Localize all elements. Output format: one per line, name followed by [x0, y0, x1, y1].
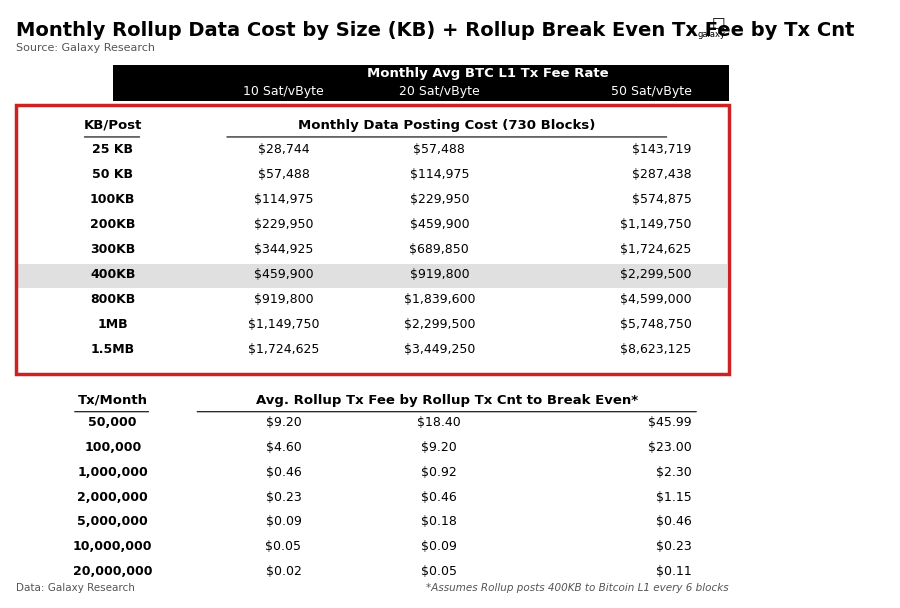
Text: $3,449,250: $3,449,250: [403, 344, 475, 356]
Text: $4,599,000: $4,599,000: [620, 293, 692, 306]
Text: $0.23: $0.23: [656, 540, 692, 553]
Text: $574,875: $574,875: [632, 193, 692, 206]
Text: 2,000,000: 2,000,000: [77, 491, 148, 503]
Text: $689,850: $689,850: [410, 243, 469, 256]
Text: $919,800: $919,800: [254, 293, 313, 306]
Text: $919,800: $919,800: [410, 268, 469, 281]
Text: 20,000,000: 20,000,000: [73, 565, 152, 578]
Text: $0.02: $0.02: [266, 565, 302, 578]
Text: 50 Sat/vByte: 50 Sat/vByte: [611, 85, 692, 98]
Text: 400KB: 400KB: [90, 268, 135, 281]
Text: $459,900: $459,900: [254, 268, 313, 281]
Text: $57,488: $57,488: [413, 142, 465, 156]
Text: 10,000,000: 10,000,000: [73, 540, 152, 553]
Text: $45.99: $45.99: [648, 416, 692, 429]
Text: Avg. Rollup Tx Fee by Rollup Tx Cnt to Break Even*: Avg. Rollup Tx Fee by Rollup Tx Cnt to B…: [256, 393, 638, 407]
Text: $1,149,750: $1,149,750: [620, 218, 692, 231]
Text: $2,299,500: $2,299,500: [403, 318, 475, 331]
Text: $0.09: $0.09: [266, 516, 302, 528]
FancyBboxPatch shape: [112, 65, 729, 102]
Text: $9.20: $9.20: [266, 416, 302, 429]
Text: Data: Galaxy Research: Data: Galaxy Research: [16, 583, 135, 593]
Text: 100,000: 100,000: [84, 441, 141, 454]
Text: 300KB: 300KB: [90, 243, 135, 256]
Text: $143,719: $143,719: [633, 142, 692, 156]
Text: $114,975: $114,975: [254, 193, 313, 206]
Text: $0.46: $0.46: [656, 516, 692, 528]
Text: $8,623,125: $8,623,125: [620, 344, 692, 356]
Text: Monthly Avg BTC L1 Tx Fee Rate: Monthly Avg BTC L1 Tx Fee Rate: [367, 67, 608, 80]
Text: $0.05: $0.05: [266, 540, 302, 553]
Text: 200KB: 200KB: [90, 218, 135, 231]
Text: 10 Sat/vByte: 10 Sat/vByte: [243, 85, 324, 98]
Text: $0.23: $0.23: [266, 491, 302, 503]
Text: galaxy: galaxy: [698, 30, 725, 40]
Text: $9.20: $9.20: [421, 441, 457, 454]
Text: 20 Sat/vByte: 20 Sat/vByte: [399, 85, 480, 98]
Text: $4.60: $4.60: [266, 441, 302, 454]
Text: $1,839,600: $1,839,600: [403, 293, 475, 306]
Text: Tx/Month: Tx/Month: [77, 393, 148, 407]
Text: ☐: ☐: [712, 16, 725, 32]
Text: 50,000: 50,000: [88, 416, 137, 429]
Text: 5,000,000: 5,000,000: [77, 516, 148, 528]
Text: 1MB: 1MB: [97, 318, 128, 331]
FancyBboxPatch shape: [19, 264, 726, 288]
Text: $344,925: $344,925: [254, 243, 313, 256]
Text: $459,900: $459,900: [410, 218, 469, 231]
Text: $0.46: $0.46: [421, 491, 457, 503]
Text: $1,724,625: $1,724,625: [620, 243, 692, 256]
Text: Monthly Rollup Data Cost by Size (KB) + Rollup Break Even Tx Fee by Tx Cnt: Monthly Rollup Data Cost by Size (KB) + …: [16, 21, 855, 40]
Text: Monthly Data Posting Cost (730 Blocks): Monthly Data Posting Cost (730 Blocks): [298, 119, 596, 132]
Text: 800KB: 800KB: [90, 293, 135, 306]
Text: $1,724,625: $1,724,625: [248, 344, 320, 356]
Text: $2.30: $2.30: [656, 466, 692, 478]
Text: $5,748,750: $5,748,750: [620, 318, 692, 331]
Text: $2,299,500: $2,299,500: [620, 268, 692, 281]
Text: $287,438: $287,438: [632, 168, 692, 181]
Text: $229,950: $229,950: [410, 193, 469, 206]
Text: KB/Post: KB/Post: [84, 119, 142, 132]
Text: 50 KB: 50 KB: [92, 168, 133, 181]
Text: $0.05: $0.05: [421, 565, 457, 578]
Text: 25 KB: 25 KB: [92, 142, 133, 156]
Text: $1,149,750: $1,149,750: [248, 318, 320, 331]
Text: Source: Galaxy Research: Source: Galaxy Research: [16, 43, 155, 52]
Text: $18.40: $18.40: [418, 416, 461, 429]
Text: 100KB: 100KB: [90, 193, 135, 206]
Text: $0.18: $0.18: [421, 516, 457, 528]
Text: $229,950: $229,950: [254, 218, 313, 231]
Text: *Assumes Rollup posts 400KB to Bitcoin L1 every 6 blocks: *Assumes Rollup posts 400KB to Bitcoin L…: [427, 583, 729, 593]
Text: $1.15: $1.15: [656, 491, 692, 503]
Text: $0.09: $0.09: [421, 540, 457, 553]
Text: $0.92: $0.92: [421, 466, 457, 478]
Text: $0.46: $0.46: [266, 466, 302, 478]
Text: $23.00: $23.00: [648, 441, 692, 454]
Text: $57,488: $57,488: [257, 168, 310, 181]
Text: $0.11: $0.11: [656, 565, 692, 578]
Text: $114,975: $114,975: [410, 168, 469, 181]
Text: 1,000,000: 1,000,000: [77, 466, 148, 478]
Text: $28,744: $28,744: [257, 142, 310, 156]
Text: 1.5MB: 1.5MB: [91, 344, 135, 356]
